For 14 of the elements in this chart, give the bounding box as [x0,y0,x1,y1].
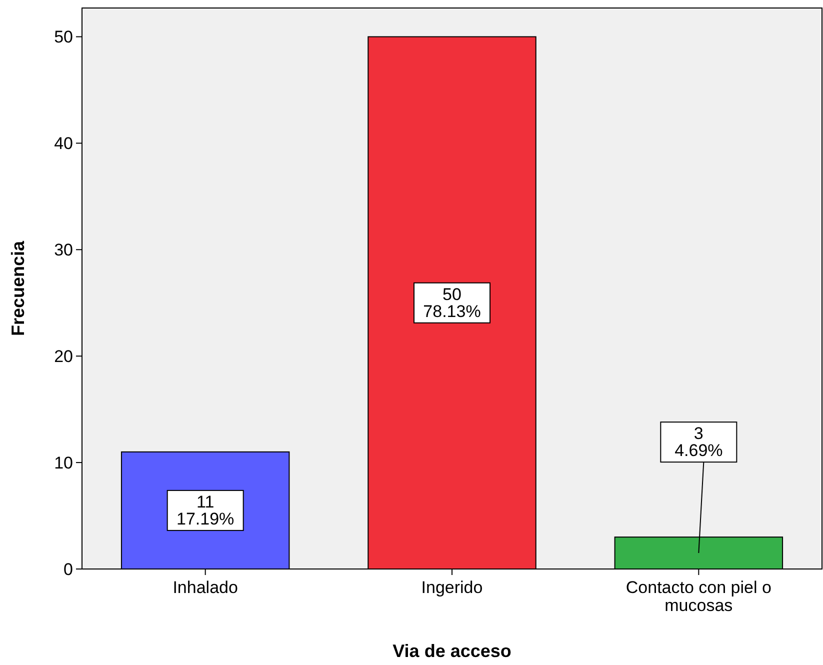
y-tick-label: 20 [54,347,73,366]
y-axis-title: Frecuencia [8,240,28,336]
data-label: 3 4.69% [674,424,723,460]
y-tick-label: 50 [54,28,73,47]
x-tick-label: Inhalado [172,578,238,597]
y-tick-label: 40 [54,134,73,154]
y-tick-label: 30 [54,240,73,260]
y-tick-label: 0 [64,560,73,579]
data-label: 11 17.19% [176,492,234,528]
x-tick-label: Ingerido [421,578,483,597]
data-label: 50 78.13% [423,284,481,321]
y-tick-label: 10 [54,454,73,472]
x-axis-title: Via de acceso [392,641,512,661]
x-tick-label: Contacto con piel o mucosas [626,578,772,615]
